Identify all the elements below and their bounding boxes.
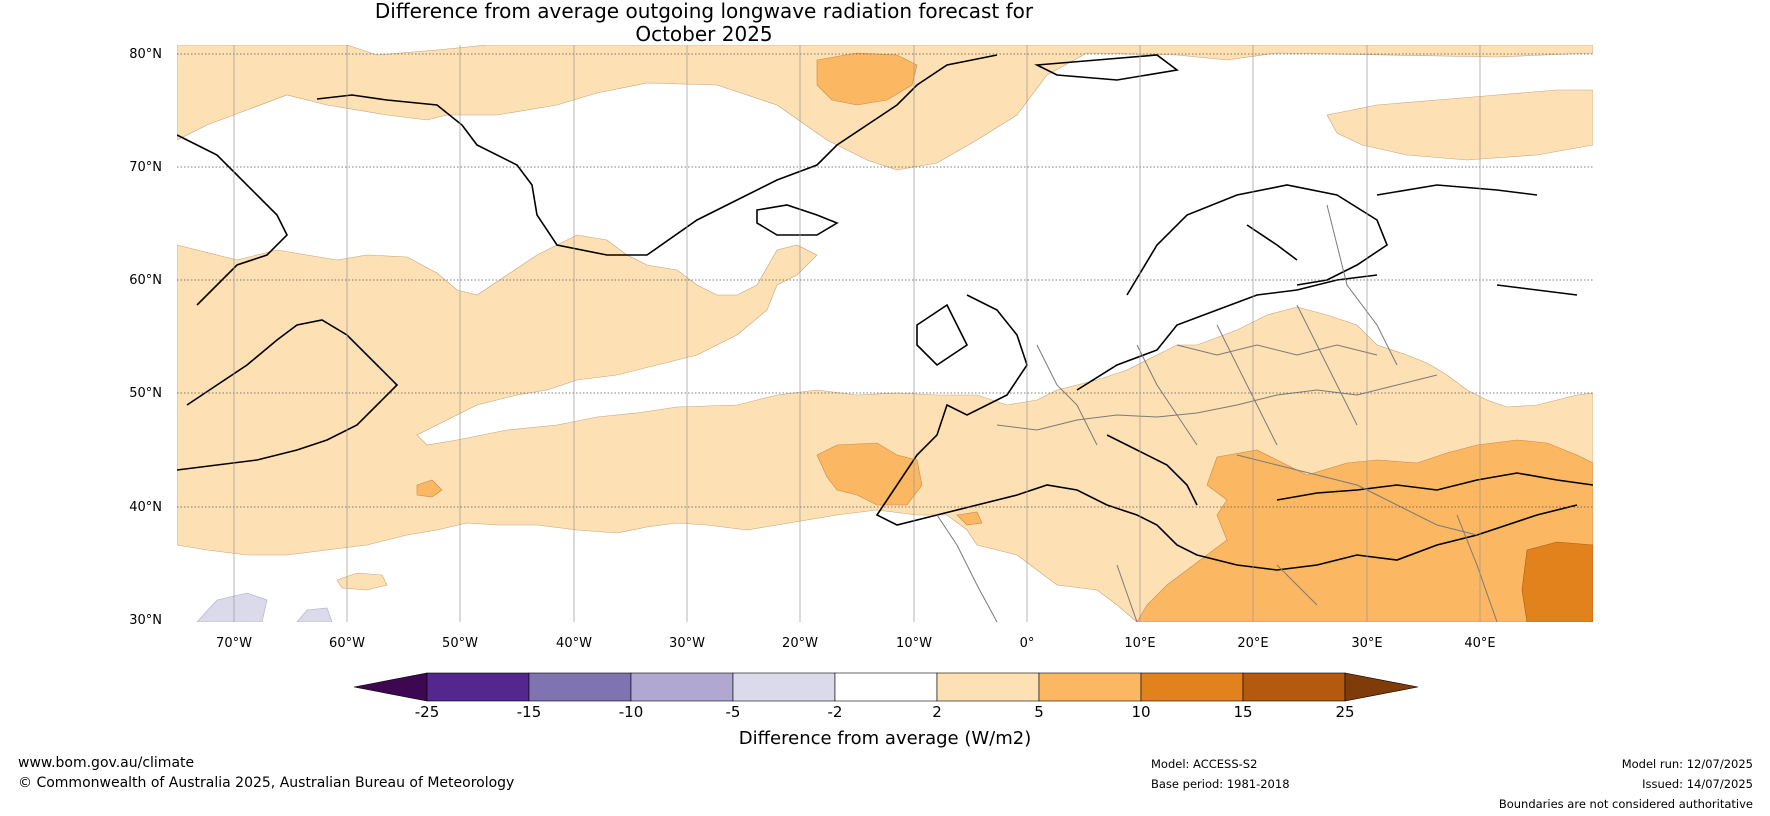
coastlines xyxy=(177,54,1593,571)
title-line-1: Difference from average outgoing longwav… xyxy=(374,0,1034,23)
colorbar-tick: -10 xyxy=(618,703,644,721)
lon-label-50w: 50°W xyxy=(442,636,478,651)
lon-label-20e: 20°E xyxy=(1237,636,1269,651)
colorbar-segment xyxy=(528,672,632,702)
colorbar-segment xyxy=(834,672,938,702)
colorbar-tick: 15 xyxy=(1233,703,1253,721)
anomaly-minus-2-to-minus-5-region xyxy=(196,592,333,622)
colorbar-segment xyxy=(630,672,734,702)
colorbar-tick: -5 xyxy=(725,703,741,721)
lat-label-30n: 30°N xyxy=(129,613,162,628)
colorbar-segment xyxy=(426,672,530,702)
base-period: Base period: 1981-2018 xyxy=(1151,777,1290,791)
colorbar-segment xyxy=(1242,672,1346,702)
anomaly-5-to-10-region xyxy=(416,52,1593,622)
lat-label-80n: 80°N xyxy=(129,47,162,62)
lon-label-70w: 70°W xyxy=(216,636,252,651)
colorbar-tick: -15 xyxy=(516,703,542,721)
colorbar-extend-high xyxy=(1344,672,1419,702)
colorbar-segment xyxy=(1038,672,1142,702)
colorbar-segment xyxy=(732,672,836,702)
graticule xyxy=(177,53,1593,508)
boundaries-disclaimer: Boundaries are not considered authoritat… xyxy=(1498,797,1753,811)
meridians xyxy=(233,45,1481,622)
colorbar-tick: -25 xyxy=(414,703,440,721)
lon-label-60w: 60°W xyxy=(329,636,365,651)
map-title: Difference from average outgoing longwav… xyxy=(0,0,1408,46)
lon-label-10w: 10°W xyxy=(896,636,932,651)
lon-label-30w: 30°W xyxy=(669,636,705,651)
anomaly-10-to-15-region xyxy=(1521,541,1593,622)
lat-label-60n: 60°N xyxy=(129,273,162,288)
colorbar-tick: -2 xyxy=(827,703,843,721)
lat-label-50n: 50°N xyxy=(129,386,162,401)
lon-label-40e: 40°E xyxy=(1464,636,1496,651)
map-panel xyxy=(177,45,1593,622)
website-link[interactable]: www.bom.gov.au/climate xyxy=(18,755,195,771)
copyright-text: © Commonwealth of Australia 2025, Austra… xyxy=(18,775,515,791)
colorbar-segments xyxy=(353,672,1419,702)
lon-label-10e: 10°E xyxy=(1124,636,1156,651)
colorbar xyxy=(353,672,1419,702)
lon-label-0: 0° xyxy=(1019,636,1035,651)
anomaly-map xyxy=(177,45,1593,622)
issued-date: Issued: 14/07/2025 xyxy=(1642,777,1753,791)
colorbar-extend-low xyxy=(353,672,428,702)
colorbar-label: Difference from average (W/m2) xyxy=(738,728,1032,749)
lat-label-40n: 40°N xyxy=(129,500,162,515)
colorbar-tick: 10 xyxy=(1131,703,1151,721)
lon-label-20w: 20°W xyxy=(782,636,818,651)
colorbar-segment xyxy=(936,672,1040,702)
model-name: Model: ACCESS-S2 xyxy=(1151,757,1258,771)
title-line-2: October 2025 xyxy=(635,22,773,46)
colorbar-tick: 25 xyxy=(1335,703,1355,721)
model-run-date: Model run: 12/07/2025 xyxy=(1621,757,1753,771)
lon-label-30e: 30°E xyxy=(1351,636,1383,651)
lat-label-70n: 70°N xyxy=(129,160,162,175)
colorbar-segment xyxy=(1140,672,1244,702)
lon-label-40w: 40°W xyxy=(556,636,592,651)
colorbar-tick: 5 xyxy=(1034,703,1044,721)
colorbar-tick: 2 xyxy=(932,703,942,721)
